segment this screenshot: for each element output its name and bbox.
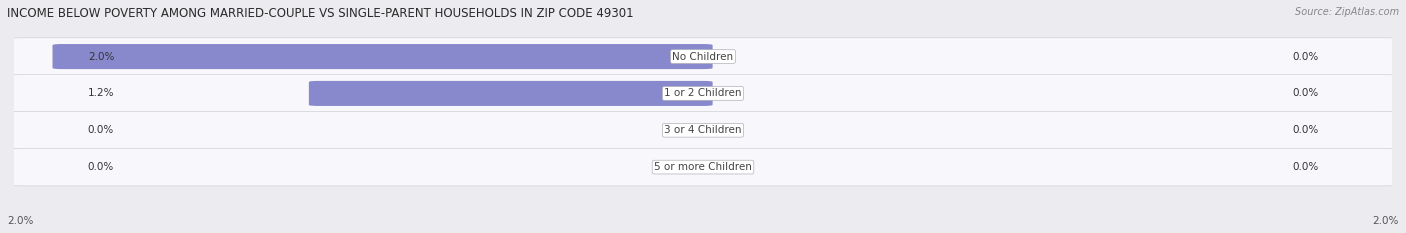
FancyBboxPatch shape (52, 44, 713, 69)
Text: Source: ZipAtlas.com: Source: ZipAtlas.com (1295, 7, 1399, 17)
Text: 0.0%: 0.0% (1292, 125, 1319, 135)
FancyBboxPatch shape (0, 38, 1406, 75)
Text: 2.0%: 2.0% (87, 51, 114, 62)
FancyBboxPatch shape (0, 75, 1406, 112)
Text: 1 or 2 Children: 1 or 2 Children (664, 88, 742, 98)
Text: 1.2%: 1.2% (87, 88, 114, 98)
Text: INCOME BELOW POVERTY AMONG MARRIED-COUPLE VS SINGLE-PARENT HOUSEHOLDS IN ZIP COD: INCOME BELOW POVERTY AMONG MARRIED-COUPL… (7, 7, 634, 20)
Text: 0.0%: 0.0% (87, 125, 114, 135)
Text: No Children: No Children (672, 51, 734, 62)
Text: 2.0%: 2.0% (7, 216, 34, 226)
Text: 0.0%: 0.0% (1292, 162, 1319, 172)
FancyBboxPatch shape (0, 148, 1406, 186)
Text: 5 or more Children: 5 or more Children (654, 162, 752, 172)
Text: 0.0%: 0.0% (87, 162, 114, 172)
Text: 2.0%: 2.0% (1372, 216, 1399, 226)
FancyBboxPatch shape (309, 81, 713, 106)
Text: 3 or 4 Children: 3 or 4 Children (664, 125, 742, 135)
Text: 0.0%: 0.0% (1292, 51, 1319, 62)
Text: 0.0%: 0.0% (1292, 88, 1319, 98)
FancyBboxPatch shape (0, 111, 1406, 149)
